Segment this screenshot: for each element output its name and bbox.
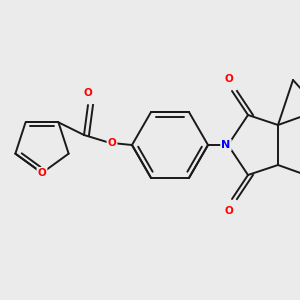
Text: O: O (38, 168, 46, 178)
Text: O: O (225, 74, 233, 84)
Text: O: O (84, 88, 92, 98)
Text: N: N (221, 140, 231, 150)
Text: O: O (108, 138, 116, 148)
Text: O: O (225, 206, 233, 216)
